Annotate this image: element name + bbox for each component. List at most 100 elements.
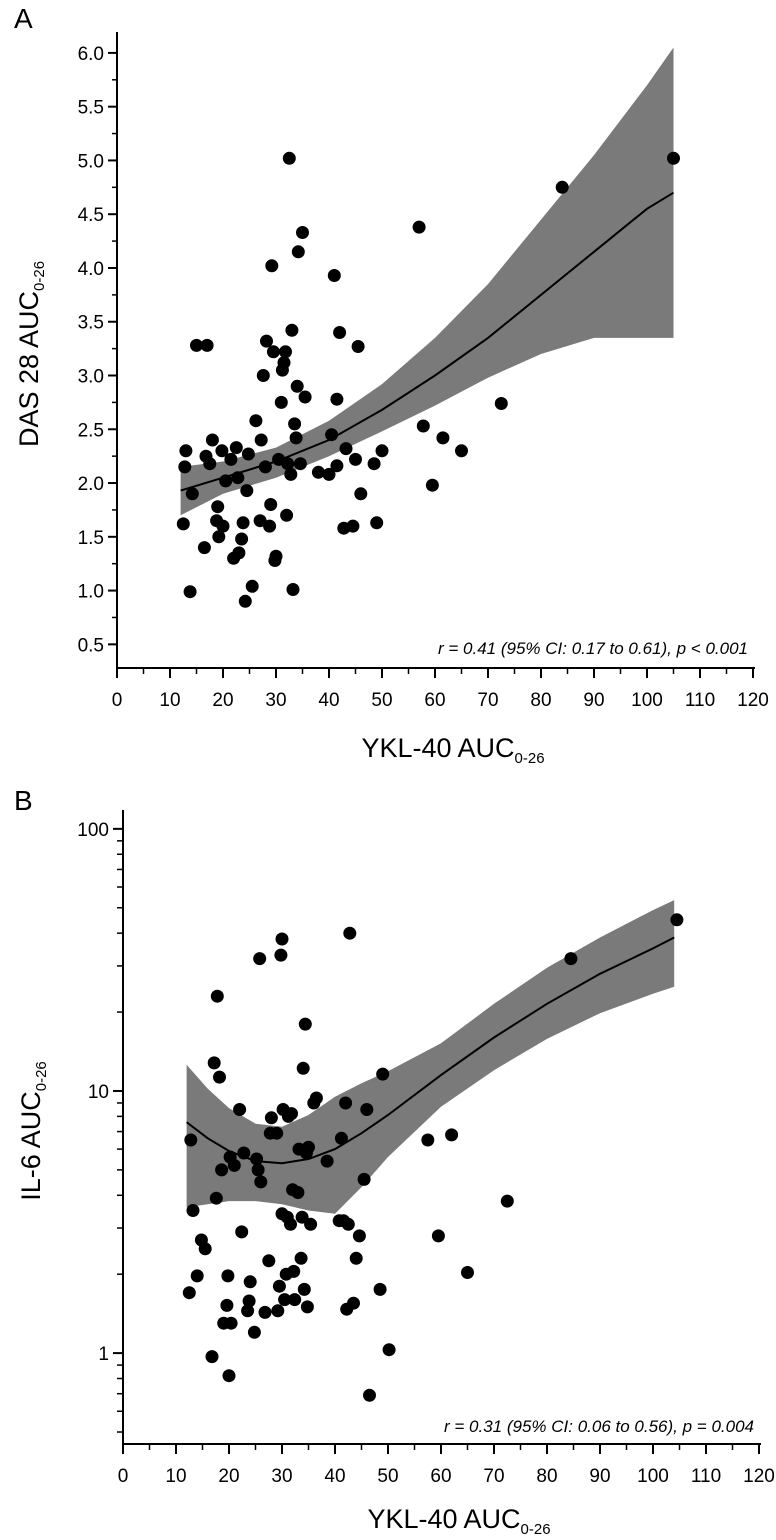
data-point	[309, 1091, 323, 1105]
y-tick-label: 100	[77, 820, 109, 841]
data-point	[264, 498, 278, 511]
data-point	[231, 471, 245, 485]
data-point	[564, 952, 578, 966]
data-point	[205, 1350, 219, 1364]
data-point	[416, 419, 430, 433]
x-tick-label: 40	[318, 690, 339, 711]
data-point	[352, 1229, 366, 1243]
x-tick-label: 90	[583, 690, 604, 711]
data-point	[277, 356, 291, 370]
data-point	[224, 1316, 238, 1330]
panel-label: A	[14, 3, 33, 34]
x-tick-label: 30	[271, 1466, 292, 1487]
data-point	[343, 926, 357, 940]
data-point	[241, 1304, 255, 1318]
data-point	[281, 457, 295, 471]
data-point	[263, 519, 277, 533]
x-tick-label: 120	[737, 690, 769, 711]
data-point	[250, 1152, 264, 1166]
x-tick-label: 70	[477, 690, 498, 711]
x-tick-label: 60	[430, 1466, 451, 1487]
y-tick-label: 6.0	[78, 44, 104, 65]
x-tick-label: 80	[530, 690, 551, 711]
data-point	[247, 1325, 261, 1339]
data-point	[235, 532, 249, 546]
data-point	[349, 1251, 363, 1265]
data-point	[274, 948, 288, 962]
data-point	[294, 1251, 308, 1265]
y-tick-label: 3.0	[78, 367, 104, 388]
data-point	[205, 433, 219, 447]
data-point	[421, 1133, 435, 1147]
data-point	[182, 1286, 196, 1300]
data-point	[184, 1133, 198, 1147]
data-point	[425, 478, 439, 492]
data-point	[286, 583, 300, 596]
x-tick-label: 10	[159, 690, 180, 711]
x-tick-label: 10	[165, 1466, 186, 1487]
y-tick-label: 0.5	[78, 635, 104, 656]
data-point	[251, 1163, 265, 1177]
data-point	[198, 1242, 212, 1256]
data-point	[253, 514, 267, 528]
data-point	[266, 345, 280, 359]
data-point	[360, 1103, 374, 1116]
data-point	[235, 1225, 249, 1239]
data-point	[203, 457, 217, 471]
data-point	[293, 457, 307, 471]
data-point	[245, 579, 259, 593]
data-point	[280, 508, 294, 522]
data-point	[233, 1103, 247, 1116]
data-point	[270, 1126, 284, 1140]
x-tick-label: 50	[377, 1466, 398, 1487]
data-point	[241, 447, 255, 461]
data-point	[354, 487, 368, 501]
data-point	[370, 516, 384, 530]
data-point	[216, 519, 230, 533]
data-point	[258, 460, 272, 474]
data-point	[215, 444, 229, 458]
x-tick-label: 100	[631, 690, 663, 711]
y-tick-label: 10	[88, 1082, 109, 1103]
y-tick-label: 1.0	[78, 582, 104, 603]
data-point	[330, 392, 344, 406]
x-tick-label: 0	[118, 1466, 129, 1487]
data-point	[183, 585, 197, 599]
data-point	[325, 428, 339, 442]
confidence-band	[180, 47, 674, 516]
x-tick-label: 100	[637, 1466, 669, 1487]
data-point	[327, 269, 341, 282]
data-point	[282, 151, 296, 165]
y-tick-label: 3.5	[78, 313, 104, 334]
data-point	[333, 326, 347, 339]
x-tick-label: 20	[212, 690, 233, 711]
data-point	[298, 390, 312, 404]
data-point	[220, 1298, 234, 1312]
data-point	[275, 932, 289, 946]
data-point	[213, 1070, 226, 1084]
data-point	[349, 452, 362, 466]
data-point	[311, 465, 325, 479]
data-point	[178, 460, 192, 474]
y-tick-label: 1	[98, 1344, 109, 1365]
data-point	[339, 442, 353, 456]
data-point	[284, 467, 298, 481]
data-point	[339, 1096, 353, 1110]
y-axis-title: DAS 28 AUC0-26	[14, 261, 48, 447]
data-point	[278, 1293, 292, 1307]
data-point	[211, 500, 225, 514]
data-point	[264, 1111, 278, 1125]
data-point	[670, 913, 684, 927]
data-point	[256, 369, 270, 382]
x-tick-label: 40	[324, 1466, 345, 1487]
data-point	[269, 549, 283, 563]
data-point	[219, 474, 233, 488]
data-point	[190, 1269, 204, 1283]
data-point	[258, 1305, 272, 1319]
x-axis-title: YKL-40 AUC0-26	[361, 733, 544, 767]
x-tick-label: 80	[536, 1466, 557, 1487]
data-point	[253, 952, 267, 966]
x-axis-title: YKL-40 AUC0-26	[367, 1504, 550, 1538]
data-point	[320, 1154, 334, 1168]
correlation-annotation: r = 0.41 (95% CI: 0.17 to 0.61), p < 0.0…	[438, 639, 748, 658]
